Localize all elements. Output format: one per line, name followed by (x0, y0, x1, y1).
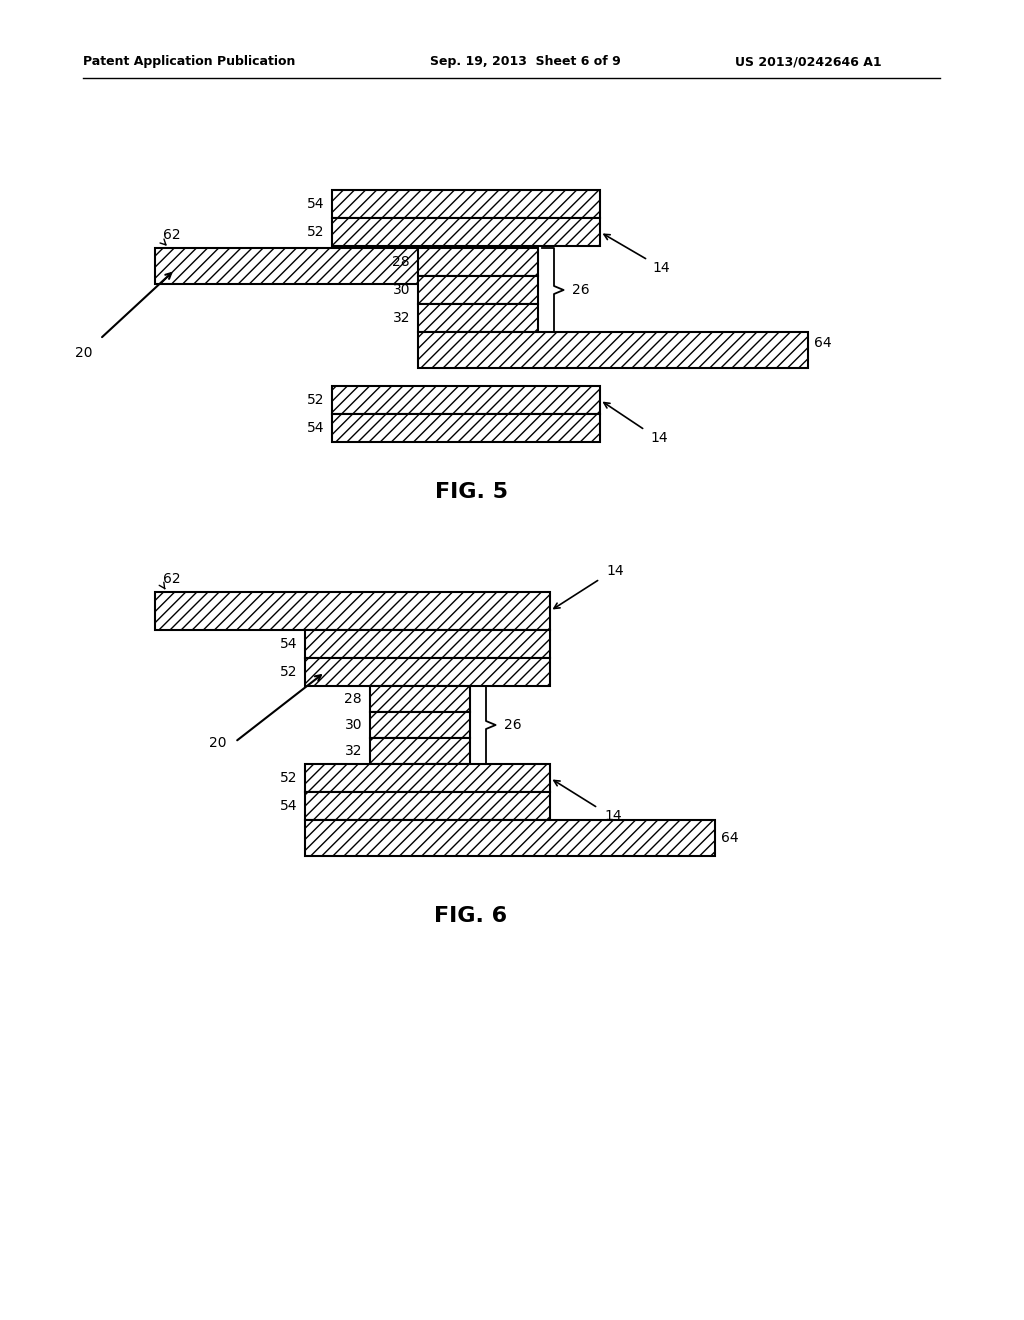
Text: 14: 14 (650, 432, 668, 445)
Bar (155, 248, 465, 284)
Text: US 2013/0242646 A1: US 2013/0242646 A1 (735, 55, 882, 69)
Text: 54: 54 (306, 421, 324, 436)
Bar (370, 738, 470, 764)
Bar (370, 711, 470, 738)
Text: 26: 26 (571, 282, 589, 297)
Bar (332, 385, 600, 414)
Text: 54: 54 (306, 197, 324, 211)
Bar (370, 686, 470, 711)
Bar (155, 591, 550, 630)
Bar (305, 630, 550, 657)
Text: 54: 54 (280, 638, 297, 651)
Text: Sep. 19, 2013  Sheet 6 of 9: Sep. 19, 2013 Sheet 6 of 9 (430, 55, 621, 69)
Bar (305, 657, 550, 686)
Text: 54: 54 (280, 799, 297, 813)
Text: 30: 30 (392, 282, 410, 297)
Text: Patent Application Publication: Patent Application Publication (83, 55, 295, 69)
Bar (418, 304, 538, 333)
Text: 14: 14 (604, 809, 622, 822)
Text: 30: 30 (344, 718, 362, 733)
Bar (418, 333, 808, 368)
Text: 32: 32 (392, 312, 410, 325)
Text: 14: 14 (606, 564, 624, 578)
Text: 28: 28 (344, 692, 362, 706)
Text: 52: 52 (280, 665, 297, 678)
Text: 20: 20 (76, 346, 93, 360)
Text: 20: 20 (210, 737, 227, 750)
Text: 64: 64 (814, 335, 831, 350)
Bar (332, 414, 600, 442)
Text: FIG. 6: FIG. 6 (434, 906, 508, 927)
Bar (418, 276, 538, 304)
Text: 62: 62 (163, 572, 180, 586)
Bar (332, 218, 600, 246)
Text: 52: 52 (306, 224, 324, 239)
Bar (305, 764, 550, 792)
Text: 26: 26 (504, 718, 521, 733)
Text: 52: 52 (280, 771, 297, 785)
Text: 28: 28 (392, 255, 410, 269)
Text: FIG. 5: FIG. 5 (434, 482, 508, 502)
Bar (305, 792, 550, 820)
Bar (418, 248, 538, 276)
Text: 64: 64 (721, 832, 738, 845)
Text: 62: 62 (163, 228, 180, 242)
Text: 32: 32 (344, 744, 362, 758)
Text: 52: 52 (306, 393, 324, 407)
Bar (332, 190, 600, 218)
Bar (305, 820, 715, 855)
Text: 14: 14 (652, 261, 670, 275)
